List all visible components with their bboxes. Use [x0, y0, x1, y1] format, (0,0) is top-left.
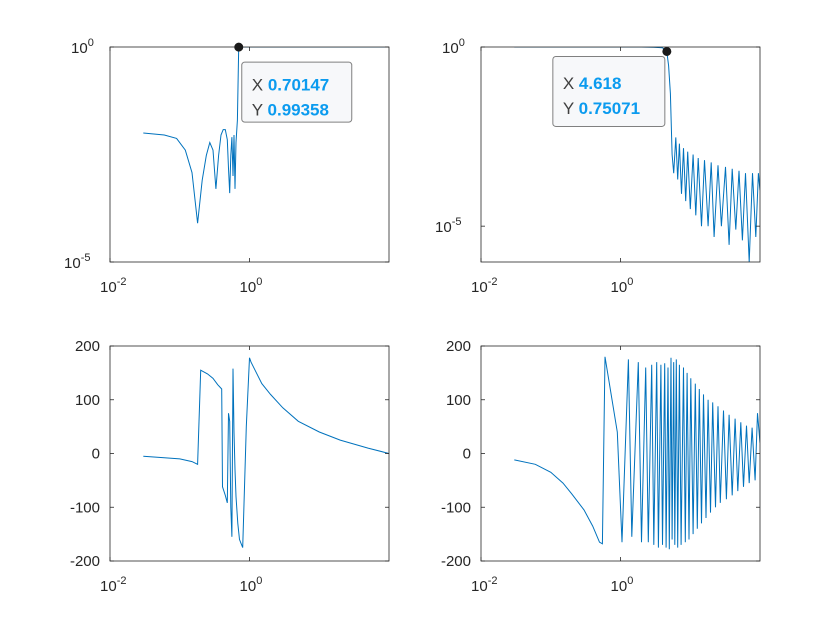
datatip-x-value: 4.618 — [579, 74, 622, 93]
datatip-y-value: 0.99358 — [268, 100, 329, 119]
series-line-1 — [143, 47, 389, 224]
datatip-marker[interactable] — [662, 46, 672, 56]
datatip-marker[interactable] — [234, 42, 244, 52]
y-tick-label: 200 — [75, 338, 100, 355]
y-tick-label: 0 — [463, 446, 471, 463]
y-tick-label: -200 — [70, 553, 100, 570]
x-tick-label: 10-2 — [100, 575, 126, 595]
x-tick-label: 100 — [611, 575, 634, 595]
series-line-1 — [514, 356, 760, 550]
y-tick-label: 100 — [71, 37, 94, 57]
y-tick-label: 100 — [75, 392, 100, 409]
datatip-x-label: X — [563, 74, 579, 93]
datatip-x-value: 0.70147 — [268, 75, 329, 94]
datatip-x-row: X 0.70147 — [252, 75, 330, 94]
x-tick-label: 100 — [611, 276, 634, 296]
datatip-y-label: Y — [563, 99, 579, 118]
datatip-x-row: X 4.618 — [563, 74, 622, 93]
axes-box — [109, 345, 390, 562]
axes-bottom-left: 10-2 100 200 100 0 -100 -200 — [70, 338, 390, 595]
datatip-x-label: X — [252, 75, 268, 94]
series-line-1 — [143, 357, 389, 548]
datatip-y-value: 0.75071 — [579, 99, 640, 118]
y-tick-label: -200 — [441, 553, 471, 570]
datatip-box — [241, 61, 353, 123]
y-tick-label: -100 — [70, 499, 100, 516]
datatip-y-label: Y — [252, 100, 268, 119]
x-tick-label: 10-2 — [100, 276, 126, 296]
y-tick-label: -100 — [441, 499, 471, 516]
datatip-box — [552, 55, 666, 127]
x-tick-label: 100 — [240, 276, 263, 296]
axes-bottom-right: 10-2 100 200 100 0 -100 -200 — [441, 338, 761, 595]
x-tick-label: 100 — [240, 575, 263, 595]
axes-box — [480, 345, 761, 562]
y-tick-label: 200 — [446, 338, 471, 355]
y-tick-label: 10-5 — [64, 252, 90, 272]
datatip-y-row: Y 0.75071 — [563, 99, 640, 118]
x-tick-label: 10-2 — [471, 276, 497, 296]
y-tick-label: 100 — [442, 37, 465, 57]
y-tick-label: 10-5 — [435, 216, 461, 236]
x-tick-label: 10-2 — [471, 575, 497, 595]
y-tick-label: 100 — [446, 392, 471, 409]
datatip-y-row: Y 0.99358 — [252, 100, 329, 119]
y-tick-label: 0 — [92, 446, 100, 463]
